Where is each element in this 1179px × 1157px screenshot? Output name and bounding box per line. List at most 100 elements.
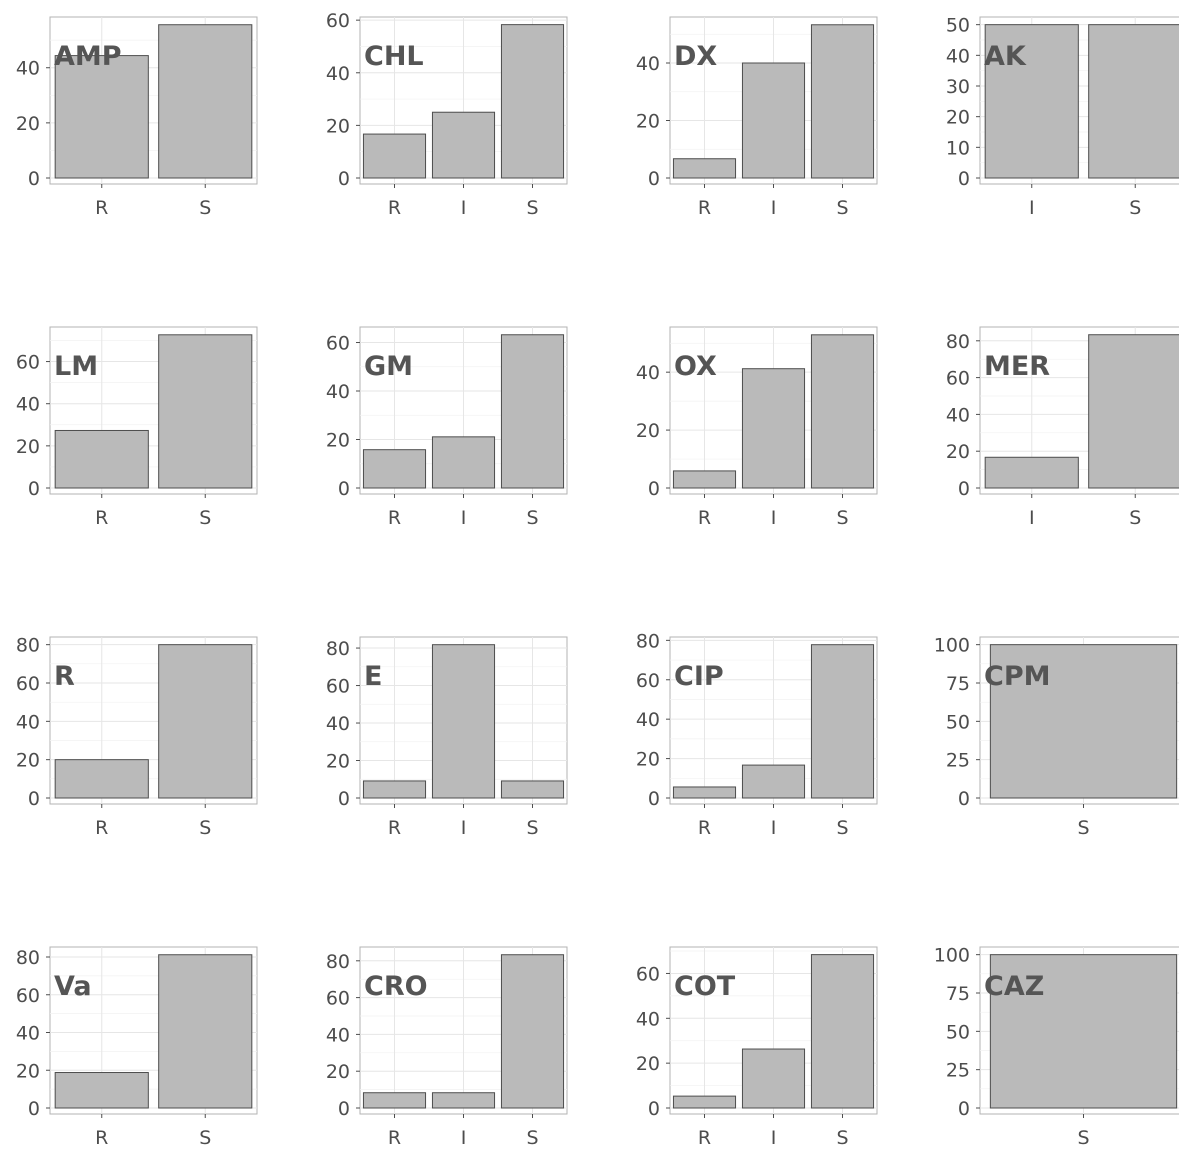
y-tick-label: 40 [636,362,660,384]
chart-panel-caz: 0 25 50 75 100 S CAZ [934,945,1179,1149]
chart-panel-chl: 0 20 40 60 R I S CHL [326,10,630,219]
y-tick-label: 0 [28,168,40,190]
y-tick-label: 0 [28,1098,40,1120]
y-tick-label: 40 [326,63,350,85]
chart-svg: 0 25 50 75 100 S CPM [934,635,1179,839]
y-tick-label: 60 [16,673,40,695]
y-tick-label: 80 [16,947,40,969]
bar-chl-r [362,133,427,179]
y-tick-label: 50 [946,711,970,733]
chart-panel-lm: 0 20 40 60 R S LM [16,326,320,529]
x-tick-label: S [836,1127,848,1149]
y-tick-label: 20 [326,1061,350,1083]
chart-panel-dx: 0 20 40 R I S DX [636,16,940,219]
chart-svg: 0 20 40 60 80 R I S CRO [326,946,568,1149]
bar-gm-r [362,449,427,489]
bar-lm-s [158,334,253,489]
y-tick-label: 0 [28,478,40,500]
bar-e-i [431,644,496,799]
y-tick-label: 80 [326,638,350,660]
bar-ak-i [984,24,1079,179]
chart-svg: 0 20 40 60 80 R I S CIP [636,630,878,839]
x-tick-label: S [836,197,848,219]
y-tick-label: 20 [946,107,970,129]
x-tick-label: R [388,197,401,219]
y-tick-label: 40 [326,1024,350,1046]
y-tick-label: 40 [636,1008,660,1030]
bar-ak-s [1088,24,1179,179]
bar-ox-r [672,470,737,489]
chart-panel-va: 0 20 40 60 80 R S Va [16,946,320,1149]
chart-panel-r: 0 20 40 60 80 R S R [16,635,320,839]
y-tick-label: 0 [958,1098,970,1120]
bar-cip-i [741,764,806,799]
panel-title: E [364,661,382,692]
panel-title: CPM [984,661,1050,692]
y-tick-label: 80 [946,331,970,353]
x-tick-label: R [95,1127,108,1149]
y-tick-label: 40 [16,58,40,80]
y-tick-label: 75 [946,673,970,695]
y-tick-label: 60 [16,985,40,1007]
bar-cro-r [362,1092,427,1109]
x-tick-label: R [698,1127,711,1149]
x-tick-label: S [526,1127,538,1149]
y-tick-label: 0 [648,168,660,190]
bar-va-s [158,954,253,1109]
y-tick-label: 75 [946,983,970,1005]
y-tick-label: 20 [326,115,350,137]
x-tick-label: I [1029,197,1035,219]
bar-ox-i [741,368,806,489]
y-tick-label: 20 [636,111,660,133]
panel-title: CRO [364,971,428,1002]
bar-dx-s [810,24,875,179]
y-tick-label: 60 [636,963,660,985]
y-tick-label: 60 [326,676,350,698]
bar-cot-r [672,1095,737,1109]
bar-amp-s [158,24,253,179]
y-tick-label: 20 [16,750,40,772]
y-tick-label: 0 [648,478,660,500]
chart-panel-cot: 0 20 40 60 R I S COT [636,946,940,1149]
y-tick-label: 20 [636,420,660,442]
x-tick-label: I [771,1127,777,1149]
chart-svg: 0 20 40 60 80 R I S E [326,636,568,839]
panel-title: R [54,661,75,692]
panel-title: Va [54,971,92,1002]
y-tick-label: 60 [636,670,660,692]
y-tick-label: 20 [636,1053,660,1075]
y-tick-label: 40 [636,53,660,75]
chart-panel-ak: 0 10 20 30 40 50 I S AK [946,15,1179,219]
y-tick-label: 50 [946,15,970,37]
chart-svg: 0 20 40 60 R S LM [16,326,258,529]
bar-caz-s [989,954,1178,1109]
bar-gm-i [431,436,496,489]
bar-cip-s [810,644,875,799]
bar-cot-i [741,1048,806,1109]
y-tick-label: 0 [338,168,350,190]
y-tick-label: 0 [28,788,40,810]
x-tick-label: R [95,507,108,529]
y-tick-label: 0 [338,478,350,500]
panel-title: COT [674,971,736,1002]
bar-lm-r [54,429,149,489]
y-tick-label: 25 [946,750,970,772]
y-tick-label: 20 [326,430,350,452]
panel-title: OX [674,351,717,382]
x-tick-label: S [199,197,211,219]
y-tick-label: 0 [648,788,660,810]
chart-svg: 0 10 20 30 40 50 I S AK [946,15,1179,219]
y-tick-label: 100 [934,635,970,657]
y-tick-label: 40 [326,381,350,403]
chart-svg: 0 25 50 75 100 S CAZ [934,945,1179,1149]
bar-r-s [158,644,253,799]
bar-cot-s [810,954,875,1109]
chart-panel-gm: 0 20 40 60 R I S GM [326,326,630,529]
chart-svg: 0 20 40 R S AMP [16,16,258,219]
y-tick-label: 60 [946,368,970,390]
x-tick-label: I [771,817,777,839]
bar-cro-s [500,954,565,1109]
chart-svg: 0 20 40 R I S OX [636,326,878,529]
chart-svg: 0 20 40 60 80 I S MER [946,326,1179,529]
